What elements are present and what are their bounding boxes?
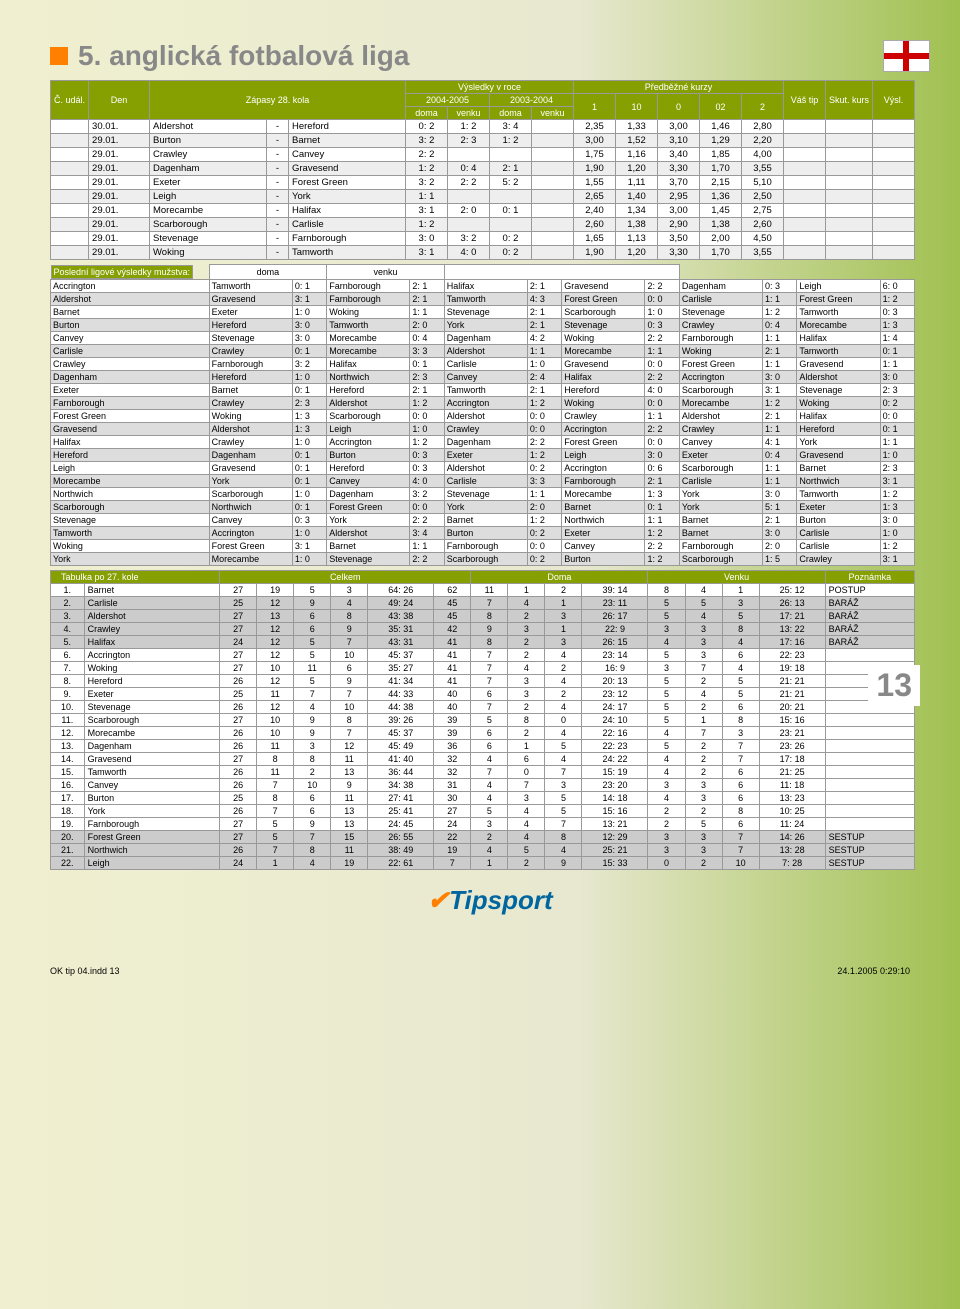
col-skut: Skut. kurs <box>825 81 872 120</box>
result-row: CanveyStevenage3: 0Morecambe0: 4Dagenham… <box>51 331 915 344</box>
col-predb: Předběžné kurzy <box>573 81 783 94</box>
standings-row: 17.Burton25861127: 413043514: 1843613: 2… <box>51 791 915 804</box>
standings-row: 7.Woking271011635: 274174216: 937419: 18 <box>51 661 915 674</box>
standings-row: 9.Exeter25117744: 334063223: 1254521: 21 <box>51 687 915 700</box>
result-row: DagenhamHereford1: 0Northwich2: 3Canvey2… <box>51 370 915 383</box>
fixture-row: 29.01.Woking-Tamworth3: 14: 00: 21,901,2… <box>51 246 915 260</box>
result-row: AldershotGravesend3: 1Farnborough2: 1Tam… <box>51 292 915 305</box>
result-row: YorkMorecambe1: 0Stevenage2: 2Scarboroug… <box>51 552 915 565</box>
fixture-row: 30.01.Aldershot-Hereford0: 21: 23: 42,35… <box>51 120 915 134</box>
standings-row: 8.Hereford26125941: 344173420: 1352521: … <box>51 674 915 687</box>
result-row: CarlisleCrawley0: 1Morecambe3: 3Aldersho… <box>51 344 915 357</box>
result-row: Forest GreenWoking1: 3Scarborough0: 0Ald… <box>51 409 915 422</box>
fixtures-table: Č. udál. Den Zápasy 28. kola Výsledky v … <box>50 80 915 260</box>
result-row: BarnetExeter1: 0Woking1: 1Stevenage2: 1S… <box>51 305 915 318</box>
standings-row: 6.Accrington271251045: 374172423: 145362… <box>51 648 915 661</box>
fixture-row: 29.01.Leigh-York1: 12,651,402,951,362,50 <box>51 190 915 204</box>
col-vastip: Váš tip <box>783 81 825 120</box>
standings-row: 16.Canvey26710934: 383147323: 2033611: 1… <box>51 778 915 791</box>
standings-row: 2.Carlisle25129449: 244574123: 1155326: … <box>51 596 915 609</box>
result-row: TamworthAccrington1: 0Aldershot3: 4Burto… <box>51 526 915 539</box>
result-row: NorthwichScarborough1: 0Dagenham3: 2Stev… <box>51 487 915 500</box>
standings-row: 14.Gravesend27881141: 403246424: 2242717… <box>51 752 915 765</box>
result-row: ExeterBarnet0: 1Hereford2: 1Tamworth2: 1… <box>51 383 915 396</box>
standings-row: 1.Barnet27195364: 2662111239: 1484125: 1… <box>51 583 915 596</box>
col-vysledky: Výsledky v roce <box>405 81 573 94</box>
result-row: StevenageCanvey0: 3York2: 2Barnet1: 2Nor… <box>51 513 915 526</box>
standings-row: 13.Dagenham261131245: 493661522: 2352723… <box>51 739 915 752</box>
fixture-row: 29.01.Scarborough-Carlisle1: 22,601,382,… <box>51 218 915 232</box>
accent-square <box>50 47 68 65</box>
standings-row: 15.Tamworth261121336: 443270715: 1942621… <box>51 765 915 778</box>
result-row: ScarboroughNorthwich0: 1Forest Green0: 0… <box>51 500 915 513</box>
standings-title: Tabulka po 27. kole <box>51 570 220 583</box>
standings-row: 5.Halifax24125743: 314182326: 1543417: 1… <box>51 635 915 648</box>
result-row: HerefordDagenham0: 1Burton0: 3Exeter1: 2… <box>51 448 915 461</box>
standings-row: 10.Stevenage261241044: 384072424: 175262… <box>51 700 915 713</box>
col-zapasy: Zápasy 28. kola <box>149 81 405 120</box>
result-row: BurtonHereford3: 0Tamworth2: 0York2: 1St… <box>51 318 915 331</box>
result-row: LeighGravesend0: 1Hereford0: 3Aldershot0… <box>51 461 915 474</box>
page-title: 5. anglická fotbalová liga <box>78 40 883 72</box>
standings-row: 21.Northwich26781138: 491945425: 2133713… <box>51 843 915 856</box>
recent-results-table: Poslední ligové výsledky mužstva: doma v… <box>50 264 915 566</box>
footer-timestamp: 24.1.2005 0:29:10 <box>837 966 910 976</box>
col-vysl: Výsl. <box>873 81 915 120</box>
fixture-row: 29.01.Morecambe-Halifax3: 12: 00: 12,401… <box>51 204 915 218</box>
standings-row: 12.Morecambe26109745: 373962422: 1647323… <box>51 726 915 739</box>
result-row: WokingForest Green3: 1Barnet1: 1Farnboro… <box>51 539 915 552</box>
standings-row: 20.Forest Green27571526: 552224812: 2933… <box>51 830 915 843</box>
standings-row: 4.Crawley27126935: 314293122: 933813: 22… <box>51 622 915 635</box>
result-row: MorecambeYork0: 1Canvey4: 0Carlisle3: 3F… <box>51 474 915 487</box>
result-row: CrawleyFarnborough3: 2Halifax0: 1Carlisl… <box>51 357 915 370</box>
result-row: GravesendAldershot1: 3Leigh1: 0Crawley0:… <box>51 422 915 435</box>
england-flag-icon <box>883 40 930 72</box>
result-row: FarnboroughCrawley2: 3Aldershot1: 2Accri… <box>51 396 915 409</box>
col-den: Den <box>89 81 150 120</box>
fixture-row: 29.01.Exeter-Forest Green3: 22: 25: 21,5… <box>51 176 915 190</box>
result-row: HalifaxCrawley1: 0Accrington1: 2Dagenham… <box>51 435 915 448</box>
fixture-row: 29.01.Burton-Barnet3: 22: 31: 23,001,523… <box>51 134 915 148</box>
standings-row: 19.Farnborough27591324: 452434713: 21256… <box>51 817 915 830</box>
standings-row: 18.York26761325: 412754515: 1622810: 25 <box>51 804 915 817</box>
standings-row: 22.Leigh24141922: 61712915: 3302107: 28S… <box>51 856 915 869</box>
fixture-row: 29.01.Dagenham-Gravesend1: 20: 42: 11,90… <box>51 162 915 176</box>
standings-row: 11.Scarborough27109839: 263958024: 10518… <box>51 713 915 726</box>
result-row: AccringtonTamworth0: 1Farnborough2: 1Hal… <box>51 279 915 292</box>
standings-row: 3.Aldershot27136843: 384582326: 1754517:… <box>51 609 915 622</box>
footer-filename: OK tip 04.indd 13 <box>50 966 120 976</box>
tipsport-logo: ✔Tipsport <box>50 885 930 916</box>
standings-table: Tabulka po 27. kole Celkem Doma Venku Po… <box>50 570 915 870</box>
results-title: Poslední ligové výsledky mužstva: <box>51 265 194 279</box>
fixture-row: 29.01.Stevenage-Farnborough3: 03: 20: 21… <box>51 232 915 246</box>
page-number: 13 <box>868 665 920 706</box>
col-cudal: Č. udál. <box>51 81 89 120</box>
fixture-row: 29.01.Crawley-Canvey2: 21,751,163,401,85… <box>51 148 915 162</box>
